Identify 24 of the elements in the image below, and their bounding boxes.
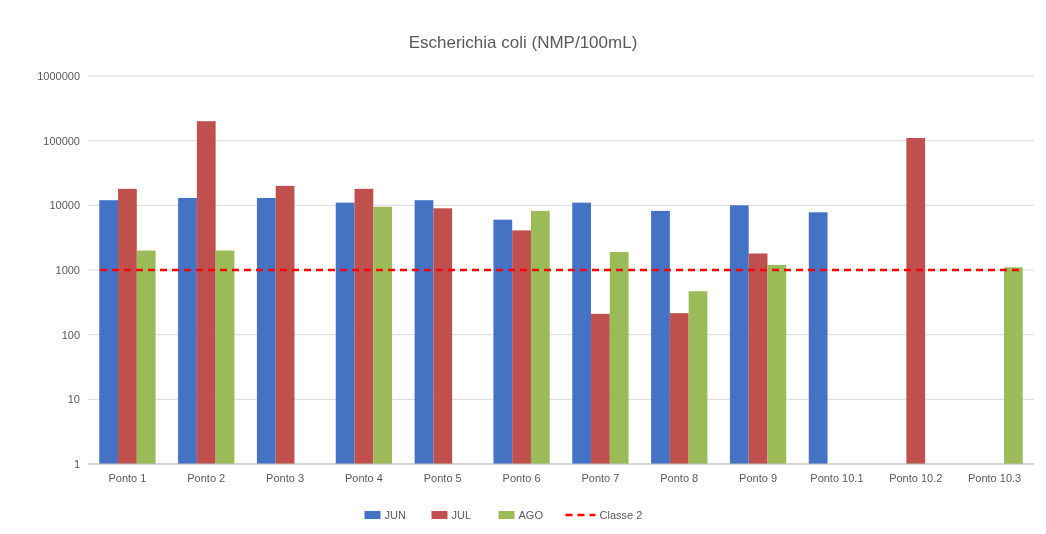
x-tick-label: Ponto 7	[581, 472, 620, 484]
y-tick-label: 10000	[49, 199, 80, 212]
x-tick-label: Ponto 10.3	[967, 472, 1022, 484]
y-tick-label: 100000	[43, 134, 80, 147]
x-tick-label: Ponto 10.1	[810, 472, 864, 484]
x-tick-label: Ponto 2	[187, 472, 226, 484]
x-tick-label: Ponto 4	[344, 472, 383, 484]
x-tick-label: Ponto 8	[660, 472, 699, 484]
y-tick-label: 1	[73, 457, 80, 470]
y-tick-label: 10	[67, 393, 80, 406]
chart-title: Escherichia coli (NMP/100mL)	[408, 33, 638, 52]
x-tick-label: Ponto 5	[423, 472, 462, 484]
x-tick-label: Ponto 3	[266, 472, 305, 484]
legend-label: AGO	[518, 509, 544, 522]
y-tick-label: 1000000	[37, 69, 80, 82]
x-tick-label: Ponto 6	[502, 472, 541, 484]
x-tick-label: Ponto 1	[108, 472, 147, 484]
y-tick-label: 1000	[55, 263, 80, 276]
x-tick-label: Ponto 10.2	[889, 472, 943, 484]
legend-label: JUL	[451, 509, 472, 522]
legend-label: JUN	[384, 509, 406, 522]
legend-label: Classe 2	[599, 509, 643, 522]
y-tick-label: 100	[61, 328, 80, 341]
x-tick-label: Ponto 9	[739, 472, 778, 484]
